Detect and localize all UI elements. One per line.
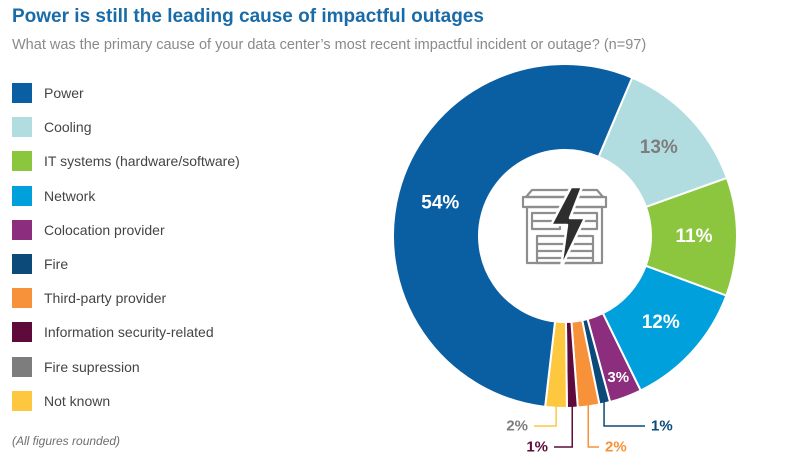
legend-label: Fire supression: [44, 358, 140, 375]
legend-item: Third-party provider: [12, 281, 240, 315]
leader-line-third-party-provider: [587, 403, 599, 448]
legend-item: Colocation provider: [12, 213, 240, 247]
legend-label: Not known: [44, 392, 111, 409]
data-label-colocation-provider: 3%: [607, 369, 629, 386]
donut-slices: [392, 63, 738, 410]
legend-swatch: [12, 117, 32, 138]
leader-line-fire: [603, 400, 645, 427]
leader-line-information-security-related: [554, 404, 573, 448]
slice-labels: 54% 13% 11% 12% 3% 1% 2% 1% 2%: [421, 137, 712, 456]
legend-label: Network: [44, 187, 96, 204]
legend-item: Network: [12, 179, 240, 213]
legend-swatch: [12, 219, 32, 240]
legend-swatch: [12, 322, 32, 343]
legend-item: Cooling: [12, 110, 240, 144]
legend-swatch: [12, 83, 32, 104]
data-label-network: 12%: [642, 312, 680, 333]
data-label-it-systems-hardware-software: 11%: [676, 226, 713, 247]
chart-title: Power is still the leading cause of impa…: [12, 6, 484, 27]
legend-item: Power: [12, 76, 240, 110]
legend-swatch: [12, 390, 32, 411]
legend-item: Fire supression: [12, 350, 240, 384]
footnote: (All figures rounded): [12, 434, 121, 448]
legend-label: Information security-related: [44, 324, 214, 341]
legend-swatch: [12, 151, 32, 172]
legend-label: Colocation provider: [44, 221, 165, 238]
legend-swatch: [12, 288, 32, 309]
legend-item: Fire: [12, 247, 240, 281]
chart-subtitle: What was the primary cause of your data …: [12, 37, 647, 53]
legend-label: IT systems (hardware/software): [44, 153, 240, 170]
data-label-fire: 1%: [651, 418, 673, 435]
legend-item: Not known: [12, 384, 240, 418]
leader-line-not-known: [534, 404, 557, 427]
data-label-power: 54%: [421, 193, 459, 214]
legend-label: Fire: [44, 256, 69, 273]
data-label-not-known: 2%: [506, 418, 528, 435]
slice-power: [392, 63, 634, 408]
legend-item: IT systems (hardware/software): [12, 144, 240, 178]
leader-lines: [534, 400, 645, 448]
legend-item: Information security-related: [12, 315, 240, 349]
legend-swatch: [12, 185, 32, 206]
data-label-cooling: 13%: [640, 137, 678, 158]
data-center-building-lightning-icon: [521, 185, 608, 270]
legend-label: Third-party provider: [44, 290, 167, 307]
data-label-information-security-related: 1%: [526, 439, 548, 456]
legend-label: Cooling: [44, 119, 92, 136]
data-label-third-party-provider: 2%: [605, 439, 627, 456]
legend-swatch: [12, 254, 32, 275]
legend-swatch: [12, 356, 32, 377]
legend: Power Cooling IT systems (hardware/softw…: [12, 76, 240, 418]
legend-label: Power: [44, 85, 84, 102]
